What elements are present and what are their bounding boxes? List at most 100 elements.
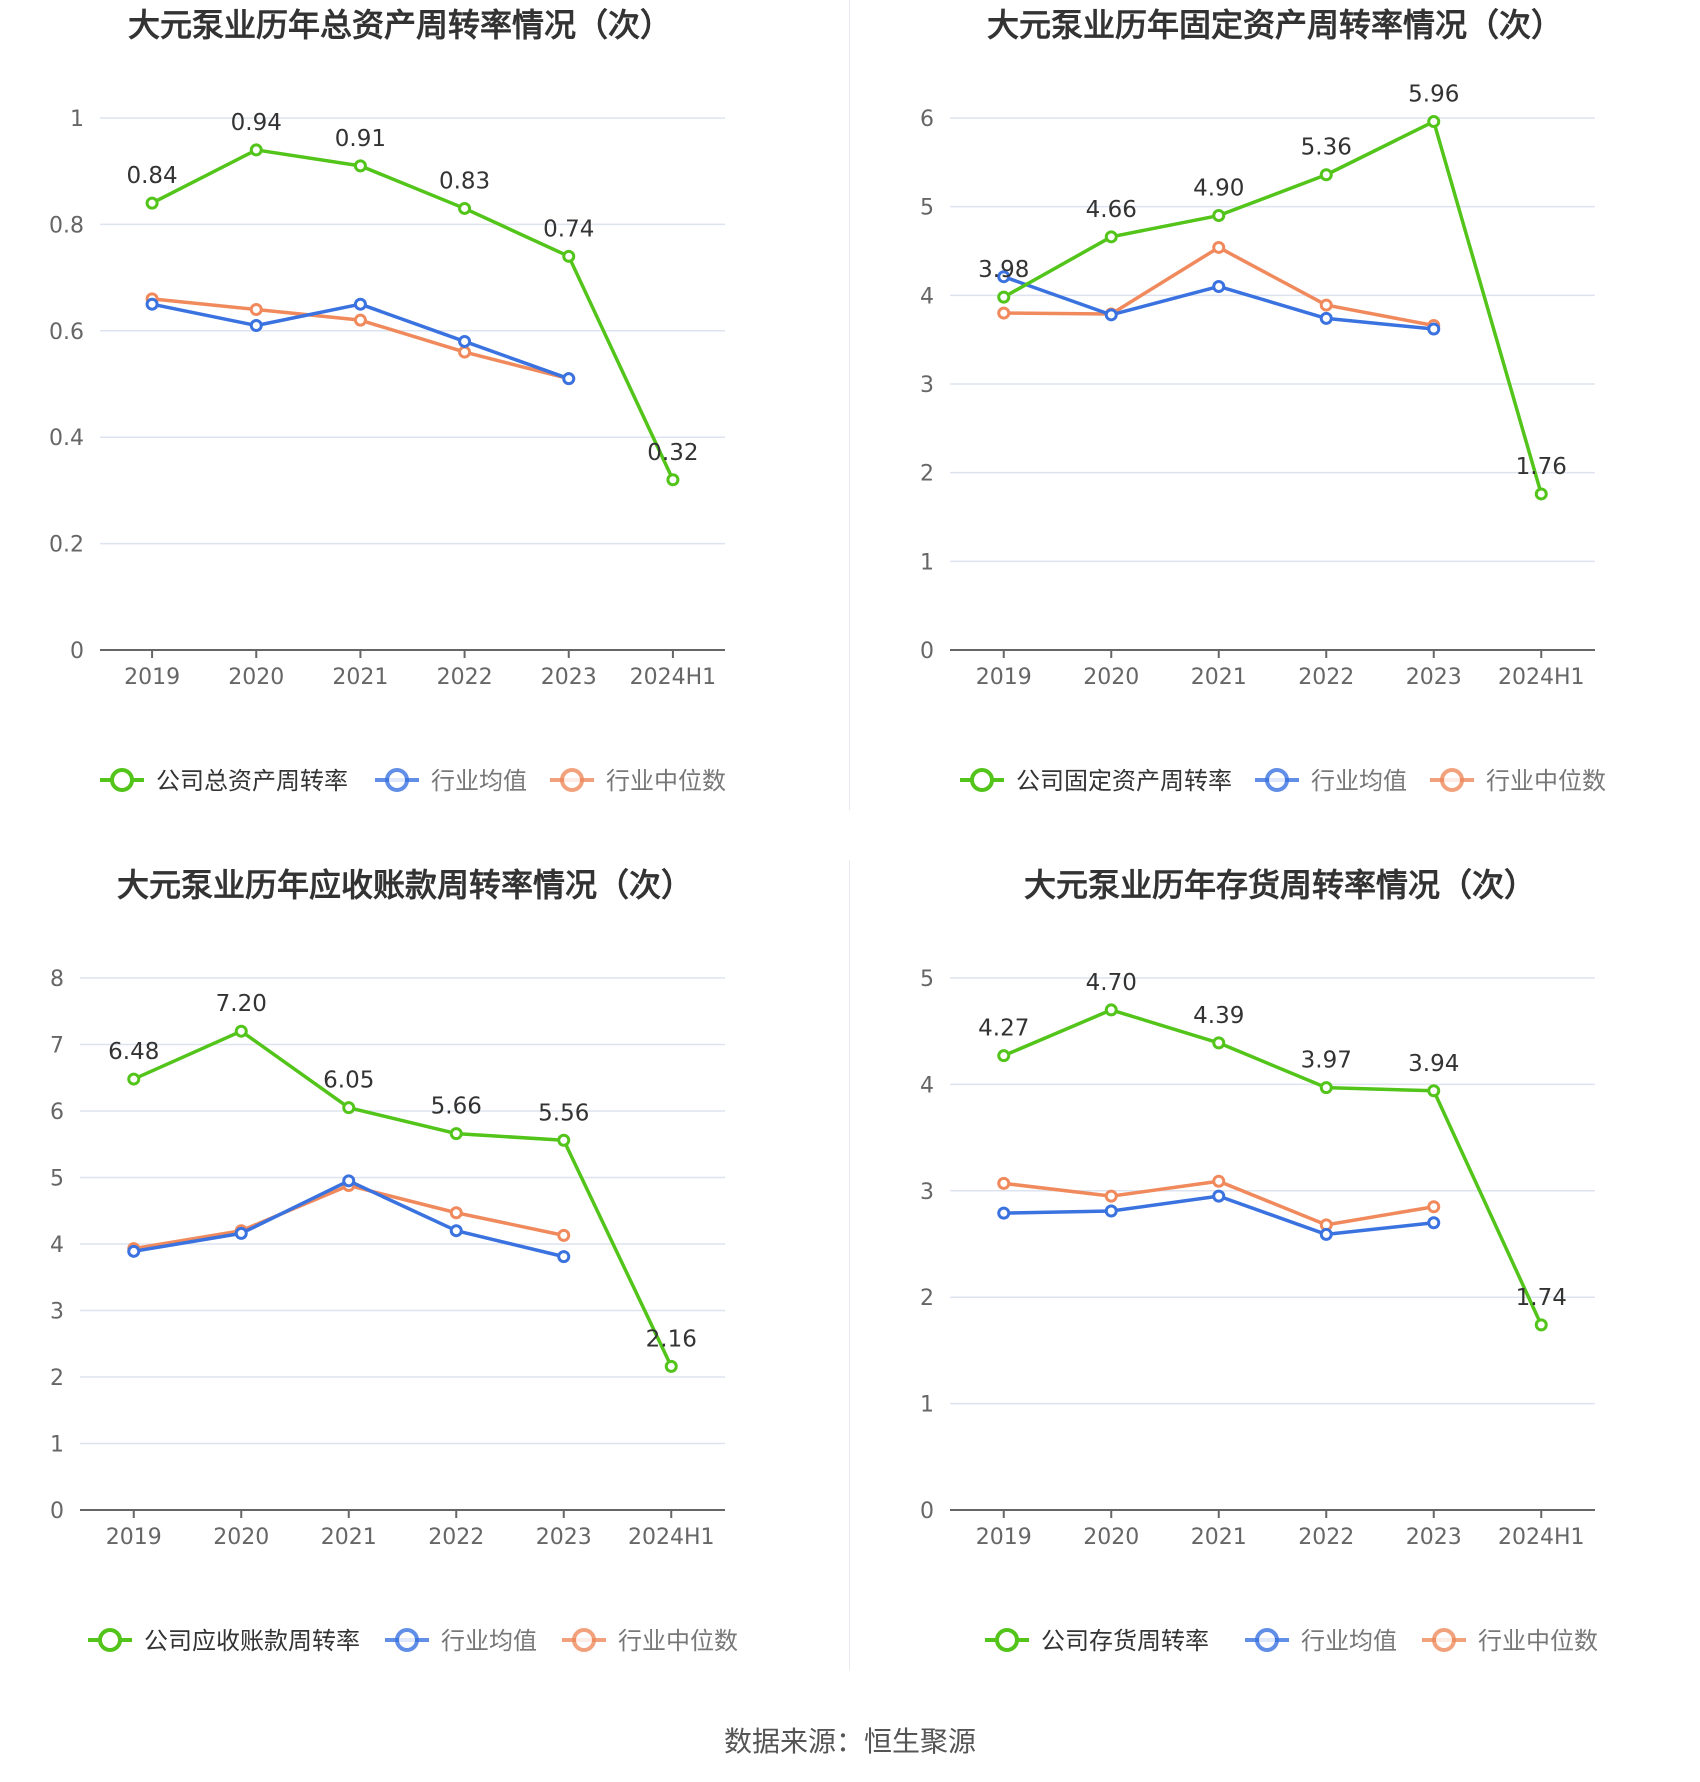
y-tick-label: 0	[920, 1499, 934, 1524]
legend-label-industry-avg: 行业均值	[1311, 767, 1407, 795]
chart-receivable-turnover: 大元泵业历年应收账款周转率情况（次） 0 1 2 3 4 5 6 7 8 2019 2020 2021 2…	[50, 866, 738, 1655]
data-source: 数据来源：恒生聚源	[723, 1725, 976, 1758]
series-line-industry-avg	[133, 1179, 565, 1259]
data-point-industry-avg	[997, 270, 1011, 284]
data-point-industry-median	[1319, 298, 1333, 312]
data-point-industry-avg	[1104, 308, 1118, 322]
data-label: 4.39	[1193, 1003, 1244, 1029]
y-tick-label: 0	[920, 639, 934, 664]
legend-label-industry-median: 行业中位数	[606, 767, 726, 795]
y-tick-label: 1	[920, 1393, 934, 1418]
legend-label-company: 公司应收账款周转率	[144, 1627, 360, 1655]
data-point-industry-avg	[1212, 279, 1226, 293]
x-tick-label: 2023	[1406, 1525, 1462, 1550]
x-tick-label: 2023	[541, 665, 597, 690]
data-point-company	[145, 196, 159, 210]
data-point-industry-avg	[1427, 322, 1441, 336]
y-tick-label: 0.8	[49, 213, 84, 238]
data-point-company	[664, 1359, 678, 1373]
data-label: 5.96	[1408, 82, 1459, 108]
legend-label-company: 公司总资产周转率	[156, 767, 348, 795]
legend-label-industry-median: 行业中位数	[1486, 767, 1606, 795]
x-tick-label: 2023	[536, 1525, 592, 1550]
data-point-company	[1319, 168, 1333, 182]
data-point-industry-avg	[1212, 1189, 1226, 1203]
y-tick-label: 5	[50, 1167, 64, 1192]
data-point-industry-median	[1427, 1200, 1441, 1214]
legend-marker-industry-avg	[395, 1628, 419, 1652]
chart-panel-receivable: 大元泵业历年应收账款周转率情况（次） 0 1 2 3 4 5 6 7 8 2019 2020 2021 2…	[0, 860, 850, 1720]
y-tick-label: 0.4	[49, 426, 84, 451]
data-label: 4.27	[978, 1016, 1029, 1042]
legend-marker-company	[110, 768, 134, 792]
y-tick-label: 1	[50, 1433, 64, 1458]
y-tick-label: 4	[50, 1233, 64, 1258]
x-tick-label: 2022	[437, 665, 493, 690]
chart-title: 大元泵业历年总资产周转率情况（次）	[128, 6, 672, 44]
legend-label-company: 公司固定资产周转率	[1016, 767, 1232, 795]
data-point-industry-avg	[234, 1226, 248, 1240]
data-point-industry-avg	[562, 372, 576, 386]
data-point-company	[997, 290, 1011, 304]
x-tick-label: 2023	[1406, 665, 1462, 690]
y-tick-label: 2	[920, 1286, 934, 1311]
data-label: 4.90	[1193, 176, 1244, 202]
x-tick-label: 2019	[124, 665, 180, 690]
data-label: 4.70	[1086, 970, 1137, 996]
y-tick-label: 2	[50, 1366, 64, 1391]
series-line-company	[1002, 119, 1543, 495]
data-label: 3.94	[1408, 1051, 1459, 1077]
data-point-company	[449, 1127, 463, 1141]
legend-marker-industry-avg	[1255, 1628, 1279, 1652]
data-point-company	[249, 143, 263, 157]
data-point-industry-median	[449, 1206, 463, 1220]
y-tick-label: 0.2	[49, 533, 84, 558]
data-label: 0.83	[439, 168, 490, 194]
x-tick-label: 2022	[1298, 1525, 1354, 1550]
data-label: 1.76	[1516, 454, 1567, 480]
x-tick-label: 2024H1	[1498, 665, 1585, 690]
data-point-industry-median	[353, 313, 367, 327]
data-label: 3.98	[978, 257, 1029, 283]
legend-marker-industry-median	[560, 768, 584, 792]
y-tick-label: 0	[50, 1499, 64, 1524]
data-point-company	[997, 1049, 1011, 1063]
chart-inventory-turnover: 大元泵业历年存货周转率情况（次） 0 1 2 3 4 5 2019 2020 2021 2022 20…	[920, 866, 1598, 1655]
data-point-industry-median	[249, 303, 263, 317]
chart-title: 大元泵业历年应收账款周转率情况（次）	[117, 866, 693, 904]
chart-panel-fixed-asset: 大元泵业历年固定资产周转率情况（次） 0 1 2 3 4 5 6 2019 2020 2021 202…	[850, 0, 1700, 860]
data-point-company	[1104, 1003, 1118, 1017]
series-line-industry-median	[151, 297, 570, 381]
y-tick-label: 4	[920, 1073, 934, 1098]
data-label: 0.74	[543, 216, 594, 242]
data-point-company	[353, 159, 367, 173]
legend-marker-industry-avg	[1265, 768, 1289, 792]
data-point-industry-avg	[557, 1250, 571, 1264]
data-point-industry-median	[1104, 1189, 1118, 1203]
data-point-industry-avg	[1319, 311, 1333, 325]
data-point-company	[1427, 115, 1441, 129]
divider-bottom	[849, 860, 850, 1670]
data-label: 5.66	[431, 1094, 482, 1120]
y-tick-label: 1	[70, 107, 84, 132]
data-point-industry-avg	[342, 1174, 356, 1188]
data-point-industry-median	[997, 306, 1011, 320]
y-tick-label: 3	[920, 373, 934, 398]
data-point-industry-avg	[458, 334, 472, 348]
data-label: 6.05	[323, 1068, 374, 1094]
data-label: 5.36	[1301, 135, 1352, 161]
legend-marker-industry-median	[1440, 768, 1464, 792]
x-tick-label: 2024H1	[630, 665, 717, 690]
data-point-industry-avg	[1319, 1227, 1333, 1241]
x-tick-label: 2019	[106, 1525, 162, 1550]
chart-fixed-asset-turnover: 大元泵业历年固定资产周转率情况（次） 0 1 2 3 4 5 6 2019 2020 2021 202…	[920, 6, 1606, 795]
chart-title: 大元泵业历年存货周转率情况（次）	[1024, 866, 1536, 904]
y-tick-label: 8	[50, 967, 64, 992]
legend-marker-company	[995, 1628, 1019, 1652]
x-tick-label: 2021	[1191, 1525, 1247, 1550]
chart-panel-total-asset: 大元泵业历年总资产周转率情况（次） 0 0.2 0.4 0.6 0.8 1 2019 2020 2…	[0, 0, 850, 860]
legend-marker-company	[970, 768, 994, 792]
legend-marker-industry-avg	[385, 768, 409, 792]
y-tick-label: 6	[920, 107, 934, 132]
data-point-industry-avg	[997, 1206, 1011, 1220]
